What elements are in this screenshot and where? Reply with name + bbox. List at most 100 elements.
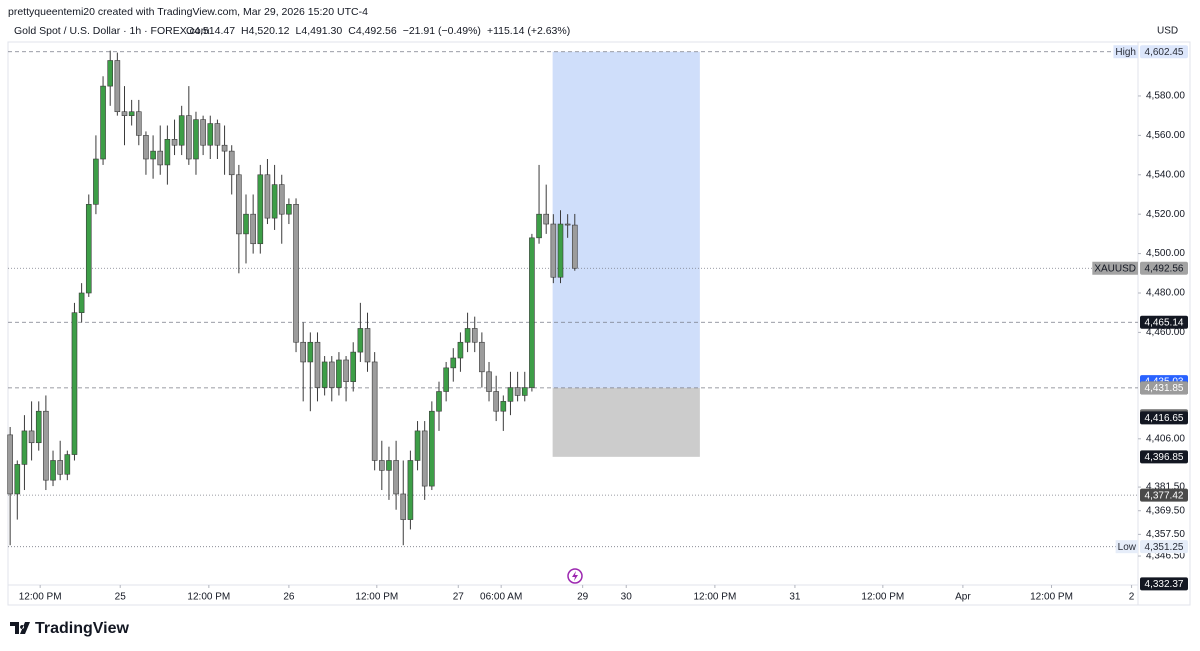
candle-body (379, 460, 385, 471)
candle-body (500, 401, 507, 412)
x-tick-label: 12:00 PM (355, 592, 398, 603)
price-badge (1140, 577, 1188, 591)
candle-body (135, 111, 142, 136)
attribution: prettyqueentemi20 created with TradingVi… (8, 6, 368, 18)
x-tick-label: 06:00 AM (480, 592, 522, 603)
candle-body (57, 460, 63, 475)
candle-body (164, 139, 171, 166)
x-tick-label: 27 (453, 592, 465, 603)
candle-body (286, 204, 292, 215)
candle-body (271, 184, 278, 219)
candle-body (293, 204, 299, 343)
candle-body (93, 158, 99, 205)
candle-body (300, 341, 306, 363)
x-tick-label: 12:00 PM (693, 592, 736, 603)
ohlc-label: C (348, 25, 356, 37)
candle-body (100, 85, 106, 160)
candle-body (328, 361, 335, 388)
profit-zone (552, 51, 700, 388)
candle-body (471, 328, 478, 343)
currency: USD (1157, 26, 1178, 37)
candle-body (536, 213, 542, 239)
price-badge (1140, 411, 1188, 425)
candle-body (350, 351, 357, 382)
price-badge (1140, 261, 1188, 275)
range-change: +115.14 (+2.63%) (487, 25, 570, 37)
candle-body (200, 119, 206, 146)
candle-body (35, 410, 42, 444)
candle-body (193, 119, 199, 160)
x-tick-label: 30 (621, 592, 633, 603)
candle-body (43, 410, 49, 481)
symbol: Gold Spot / U.S. Dollar · 1h · FOREX.com (14, 25, 210, 37)
candle-body (486, 371, 492, 392)
candle-body (479, 341, 485, 373)
candle-body (214, 123, 221, 146)
y-tick-label: 4,357.50 (1146, 529, 1185, 540)
price-badge (1140, 450, 1188, 464)
candle-body (50, 460, 56, 481)
candle-body (307, 341, 314, 363)
x-tick-label: 12:00 PM (19, 592, 62, 603)
candle-body (207, 123, 214, 146)
candle-body (357, 328, 364, 353)
candle-body (14, 464, 21, 495)
candle-body (407, 460, 414, 520)
candle-body (257, 174, 264, 245)
price-badge (1140, 381, 1188, 395)
price-badge (1140, 540, 1188, 554)
price-badge-label: 4,465.14 (1145, 317, 1184, 328)
ohlc-value: 4,492.56 (356, 25, 397, 37)
x-tick-label: 12:00 PM (1030, 592, 1073, 603)
price-badge-label: 4,431.85 (1145, 383, 1184, 394)
candle-body (171, 139, 178, 146)
candle-body (529, 237, 535, 388)
candle-body (250, 213, 256, 245)
price-badge (1140, 488, 1188, 502)
price-badge-label: 4,351.25 (1145, 542, 1184, 553)
x-tick-label: 26 (283, 592, 295, 603)
candle-body (314, 341, 321, 388)
price-badge-label: 4,492.56 (1145, 263, 1184, 274)
ohlc-label: H (241, 25, 249, 37)
y-tick-label: 4,520.00 (1146, 209, 1185, 220)
candle-body (450, 357, 457, 369)
y-tick-label: 4,381.50 (1146, 482, 1185, 493)
candle-body (128, 111, 135, 116)
candle-body (143, 135, 149, 160)
candle-body (429, 410, 435, 487)
candle-body (571, 224, 578, 269)
candle-body (121, 111, 128, 116)
x-tick-label: 29 (577, 592, 589, 603)
brand: TradingView (35, 620, 130, 637)
candle-body (221, 144, 228, 152)
price-badge-label: 4,602.45 (1145, 47, 1184, 58)
candle-body (21, 430, 28, 465)
ohlc-value: 4,520.12 (249, 25, 290, 37)
alert-icon (567, 568, 583, 584)
change: −21.91 (−0.49%) (403, 25, 481, 37)
candle-body (393, 460, 399, 495)
candle-body (28, 430, 35, 444)
y-tick-label: 4,369.50 (1146, 505, 1185, 516)
price-tag-bg (1092, 261, 1138, 275)
y-tick-label: 4,406.00 (1146, 433, 1185, 444)
price-tag: XAUUSD (1094, 263, 1136, 274)
ohlc-value: 4,491.30 (301, 25, 342, 37)
x-tick-label: 12:00 PM (187, 592, 230, 603)
y-tick-label: 4,560.00 (1146, 130, 1185, 141)
price-tag: Low (1118, 542, 1137, 553)
x-tick-label: 12:00 PM (861, 592, 904, 603)
price-badge (1140, 315, 1188, 329)
price-tag: High (1115, 47, 1136, 58)
candle-body (514, 387, 521, 396)
y-tick-label: 4,480.00 (1146, 288, 1185, 299)
price-badge-label: 4,377.42 (1145, 490, 1184, 501)
candle-body (157, 150, 164, 166)
chart-frame (7, 41, 1191, 606)
candle-body (421, 430, 428, 487)
x-tick-label: 31 (789, 592, 801, 603)
candle-body (64, 454, 71, 475)
candle-body (543, 213, 549, 225)
price-badge-label: 4,396.85 (1145, 452, 1184, 463)
